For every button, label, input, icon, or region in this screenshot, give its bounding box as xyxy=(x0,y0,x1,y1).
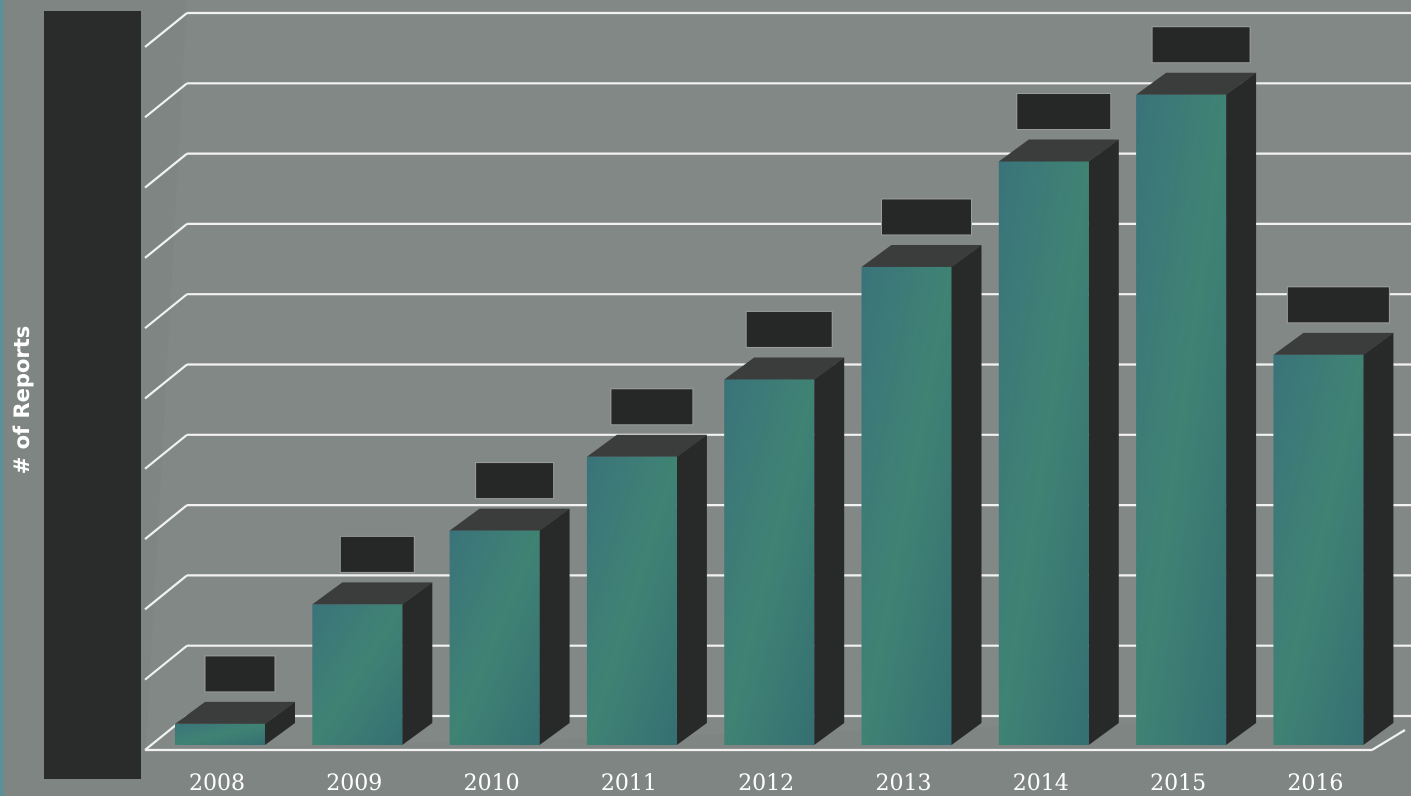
x-tick-label: 2015 xyxy=(1150,771,1207,796)
bar-front xyxy=(724,379,815,745)
bar-front xyxy=(586,456,677,745)
bar-side xyxy=(1226,72,1257,746)
floor-edge-right xyxy=(1371,729,1406,751)
x-tick-label: 2014 xyxy=(1012,771,1069,796)
bar-2009 xyxy=(312,582,433,745)
bar-side xyxy=(1363,332,1394,745)
bar-top xyxy=(998,139,1119,162)
bar-2012 xyxy=(724,357,845,745)
data-label-redacted xyxy=(475,462,555,500)
bars xyxy=(175,72,1394,746)
bar-front xyxy=(1273,354,1364,745)
bar-top xyxy=(175,701,295,724)
bar-front xyxy=(175,723,265,745)
bar-top xyxy=(724,357,845,380)
bar-top xyxy=(1273,332,1394,355)
gridline-wall xyxy=(144,504,188,540)
gridline-wall xyxy=(144,293,188,330)
bar-2014 xyxy=(998,139,1119,745)
left-edge-stripe xyxy=(0,0,4,796)
bar-2016 xyxy=(1273,332,1394,745)
gridline-wall xyxy=(144,223,188,259)
bar-top xyxy=(586,434,707,457)
gridline-wall xyxy=(144,433,188,470)
bar-2011 xyxy=(586,434,707,745)
gridline-wall xyxy=(144,82,188,119)
bar-side xyxy=(676,434,707,745)
bar-top xyxy=(312,582,433,605)
bar-side xyxy=(814,357,845,745)
gridline-wall xyxy=(144,574,188,611)
bar-front xyxy=(449,530,540,745)
bar-side xyxy=(539,508,570,745)
y-axis-label: # of Reports xyxy=(10,325,34,475)
data-label-redacted xyxy=(1016,93,1112,131)
data-label-redacted xyxy=(610,388,694,426)
bar-front xyxy=(312,604,403,745)
data-label-redacted xyxy=(339,535,415,573)
x-tick-label: 2012 xyxy=(738,771,795,796)
bar-2010 xyxy=(449,508,570,745)
bar-top xyxy=(449,508,570,531)
x-tick-label: 2010 xyxy=(463,771,520,796)
bar-side xyxy=(265,701,295,745)
data-label-redacted xyxy=(1151,26,1251,64)
bar-front xyxy=(1136,94,1227,746)
bar-side xyxy=(1088,139,1119,745)
gridline-wall xyxy=(144,644,188,681)
bar-top xyxy=(1136,72,1257,95)
x-tick-label: 2013 xyxy=(875,771,932,796)
data-label-redacted xyxy=(1286,286,1390,324)
bar-2015 xyxy=(1136,72,1257,746)
x-tick-label: 2008 xyxy=(189,771,245,796)
bar-side xyxy=(951,244,982,745)
data-label-redacted xyxy=(745,310,833,348)
data-label-redacted xyxy=(881,198,972,236)
bar-side xyxy=(402,582,433,745)
x-tick-label: 2011 xyxy=(600,771,657,796)
x-tick-label: 2016 xyxy=(1287,771,1344,796)
bar-2008 xyxy=(175,701,295,745)
bar-front xyxy=(861,266,952,745)
data-label-redacted xyxy=(204,655,276,693)
gridline-wall xyxy=(144,12,188,48)
gridline-wall xyxy=(144,363,188,400)
gridline-wall xyxy=(144,152,188,189)
y-axis-tick-labels-redacted xyxy=(44,11,141,779)
bar-front xyxy=(998,161,1089,745)
bar-top xyxy=(861,244,982,267)
bar-2013 xyxy=(861,244,982,745)
x-tick-label: 2009 xyxy=(326,771,383,796)
data-labels xyxy=(204,26,1390,693)
